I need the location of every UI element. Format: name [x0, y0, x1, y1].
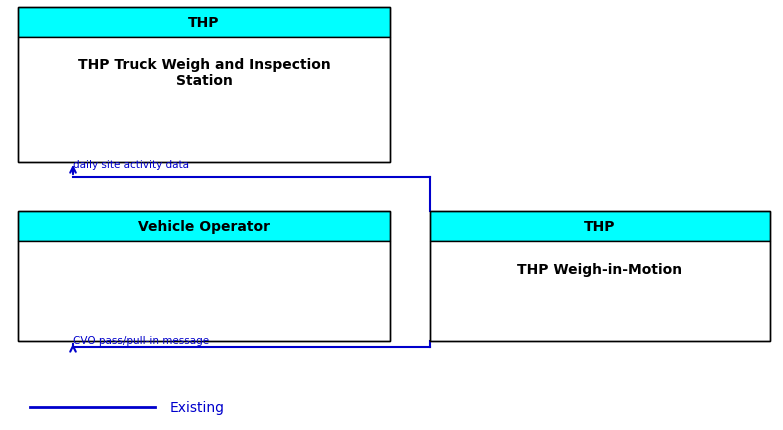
Bar	[18, 241, 390, 341]
Text: daily site activity data: daily site activity data	[73, 160, 189, 169]
Bar	[430, 212, 770, 241]
Text: THP: THP	[584, 219, 615, 233]
Text: THP Weigh-in-Motion: THP Weigh-in-Motion	[518, 262, 683, 276]
Bar	[18, 212, 390, 241]
Text: Vehicle Operator: Vehicle Operator	[138, 219, 270, 233]
Text: CVO pass/pull-in message: CVO pass/pull-in message	[73, 335, 209, 345]
Bar	[18, 8, 390, 163]
Text: Existing: Existing	[170, 400, 225, 414]
Bar	[18, 38, 390, 163]
Bar	[18, 8, 390, 38]
Text: THP Truck Weigh and Inspection
Station: THP Truck Weigh and Inspection Station	[78, 58, 330, 88]
Text: THP: THP	[188, 16, 220, 30]
Bar	[430, 212, 770, 341]
Bar	[430, 241, 770, 341]
Bar	[18, 212, 390, 341]
